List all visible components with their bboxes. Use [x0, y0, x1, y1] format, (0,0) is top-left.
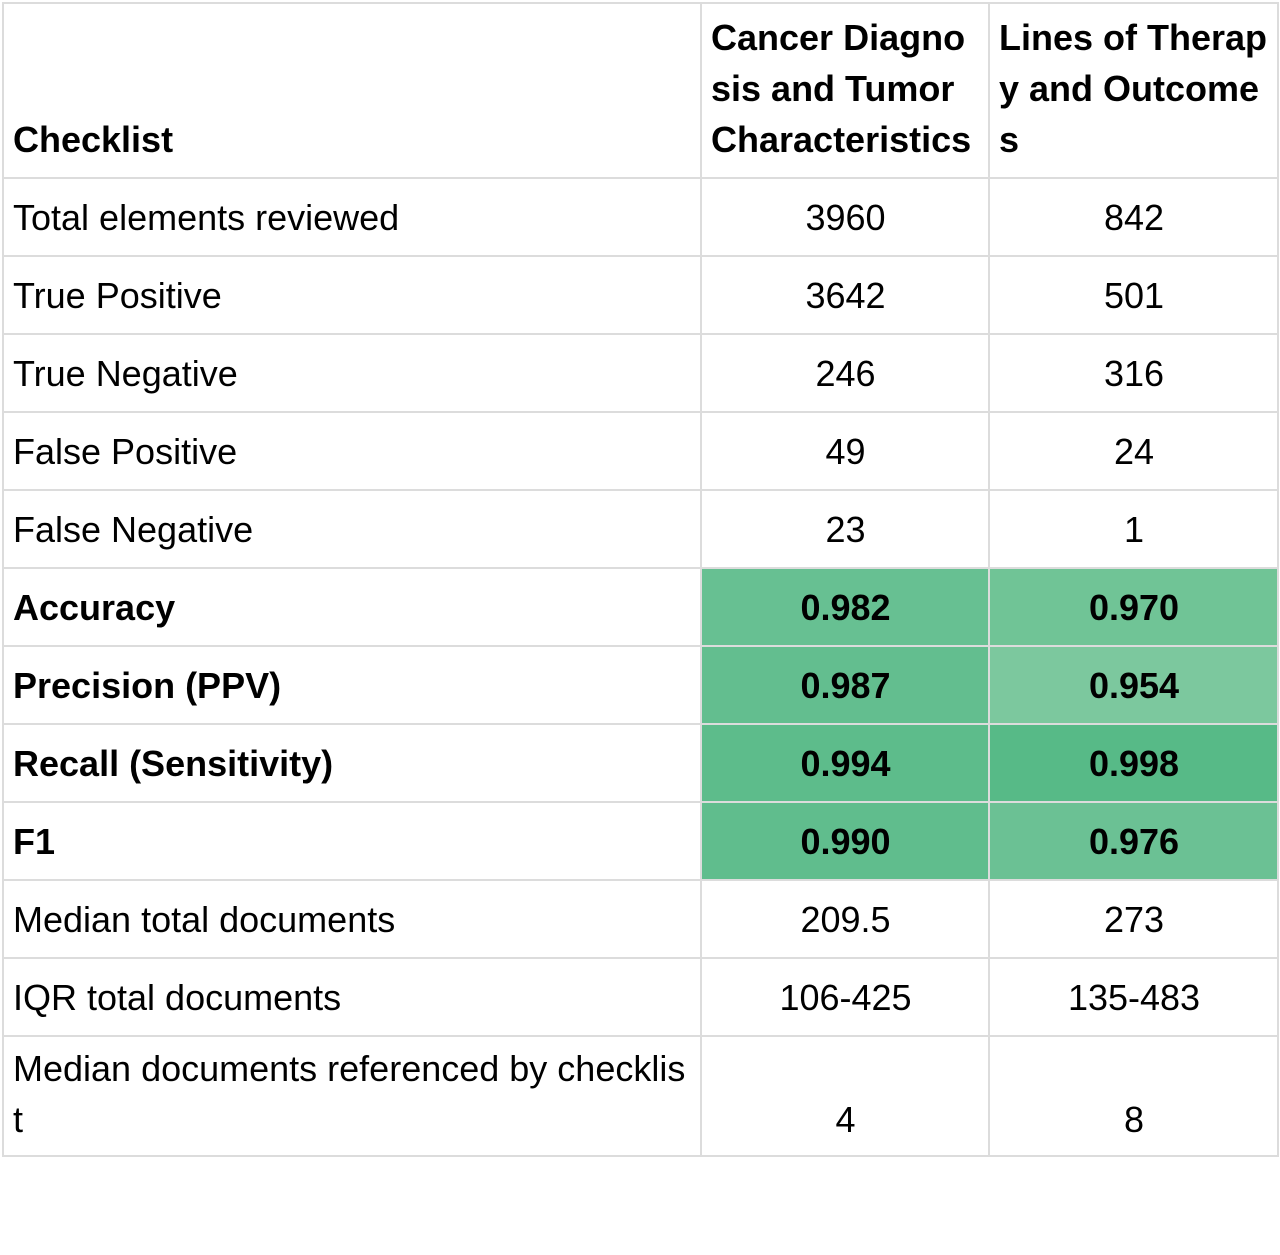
cell-therapy: 135-483 [988, 957, 1279, 1037]
table-row: False Negative 23 1 [2, 489, 1279, 569]
table-row: Accuracy 0.982 0.970 [2, 567, 1279, 647]
row-label: F1 [2, 801, 702, 881]
cell-therapy: 501 [988, 255, 1279, 335]
cell-therapy: 842 [988, 177, 1279, 257]
table-row: True Negative 246 316 [2, 333, 1279, 413]
header-row: Checklist Cancer Diagnosis and Tumor Cha… [2, 2, 1279, 179]
cell-therapy: 316 [988, 333, 1279, 413]
row-label: True Negative [2, 333, 702, 413]
row-label: Accuracy [2, 567, 702, 647]
cell-therapy: 0.970 [988, 567, 1279, 647]
cell-cancer: 23 [700, 489, 990, 569]
table-row: Total elements reviewed 3960 842 [2, 177, 1279, 257]
cell-cancer: 4 [700, 1035, 990, 1157]
cell-cancer: 0.982 [700, 567, 990, 647]
metrics-table: Checklist Cancer Diagnosis and Tumor Cha… [2, 2, 1279, 1157]
cell-therapy: 273 [988, 879, 1279, 959]
row-label: Total elements reviewed [2, 177, 702, 257]
table-row: Median documents referenced by checklist… [2, 1035, 1279, 1157]
cell-cancer: 49 [700, 411, 990, 491]
row-label: Median documents referenced by checklist [2, 1035, 702, 1157]
table-row: Median total documents 209.5 273 [2, 879, 1279, 959]
row-label: IQR total documents [2, 957, 702, 1037]
cell-cancer: 246 [700, 333, 990, 413]
cell-therapy: 1 [988, 489, 1279, 569]
cell-therapy: 0.954 [988, 645, 1279, 725]
table-row: Recall (Sensitivity) 0.994 0.998 [2, 723, 1279, 803]
row-label: Recall (Sensitivity) [2, 723, 702, 803]
row-label: True Positive [2, 255, 702, 335]
table-row: IQR total documents 106-425 135-483 [2, 957, 1279, 1037]
cell-cancer: 3960 [700, 177, 990, 257]
cell-therapy: 0.998 [988, 723, 1279, 803]
table-row: False Positive 49 24 [2, 411, 1279, 491]
table-row: True Positive 3642 501 [2, 255, 1279, 335]
table-row: F1 0.990 0.976 [2, 801, 1279, 881]
cell-therapy: 0.976 [988, 801, 1279, 881]
cell-cancer: 0.994 [700, 723, 990, 803]
header-lines-of-therapy: Lines of Therapy and Outcomes [988, 2, 1279, 179]
row-label: False Positive [2, 411, 702, 491]
cell-cancer: 3642 [700, 255, 990, 335]
cell-cancer: 106-425 [700, 957, 990, 1037]
header-cancer-diagnosis: Cancer Diagnosis and Tumor Characteristi… [700, 2, 990, 179]
cell-cancer: 209.5 [700, 879, 990, 959]
row-label: False Negative [2, 489, 702, 569]
row-label: Median total documents [2, 879, 702, 959]
header-checklist: Checklist [2, 2, 702, 179]
cell-therapy: 24 [988, 411, 1279, 491]
row-label: Precision (PPV) [2, 645, 702, 725]
cell-cancer: 0.990 [700, 801, 990, 881]
cell-therapy: 8 [988, 1035, 1279, 1157]
table-row: Precision (PPV) 0.987 0.954 [2, 645, 1279, 725]
cell-cancer: 0.987 [700, 645, 990, 725]
